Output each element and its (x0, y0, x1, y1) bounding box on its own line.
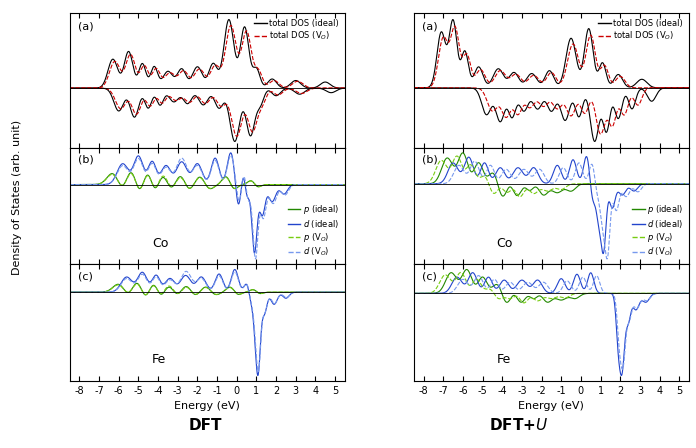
Text: (b): (b) (78, 155, 93, 164)
Legend: total DOS (ideal), total DOS (V$_O$): total DOS (ideal), total DOS (V$_O$) (596, 17, 685, 44)
Text: Fe: Fe (496, 353, 511, 366)
X-axis label: Energy (eV): Energy (eV) (174, 401, 240, 411)
Text: (a): (a) (78, 22, 93, 31)
Text: Co: Co (496, 237, 513, 250)
Legend: $p$ (ideal), $d$ (ideal), $p$ (V$_O$), $d$ (V$_O$): $p$ (ideal), $d$ (ideal), $p$ (V$_O$), $… (631, 201, 685, 260)
Text: DFT+$\mathit{U}$: DFT+$\mathit{U}$ (489, 417, 548, 433)
Text: (c): (c) (422, 271, 437, 281)
Text: DFT: DFT (189, 418, 222, 433)
Text: (a): (a) (422, 22, 438, 31)
Text: (b): (b) (422, 155, 438, 164)
Text: (c): (c) (78, 271, 93, 281)
Legend: $p$ (ideal), $d$ (ideal), $p$ (V$_O$), $d$ (V$_O$): $p$ (ideal), $d$ (ideal), $p$ (V$_O$), $… (286, 201, 341, 260)
Legend: total DOS (ideal), total DOS (V$_O$): total DOS (ideal), total DOS (V$_O$) (253, 17, 341, 44)
X-axis label: Energy (eV): Energy (eV) (519, 401, 585, 411)
Text: Density of States (arb. unit): Density of States (arb. unit) (13, 120, 22, 275)
Text: Co: Co (152, 237, 168, 250)
Text: Fe: Fe (152, 353, 166, 366)
